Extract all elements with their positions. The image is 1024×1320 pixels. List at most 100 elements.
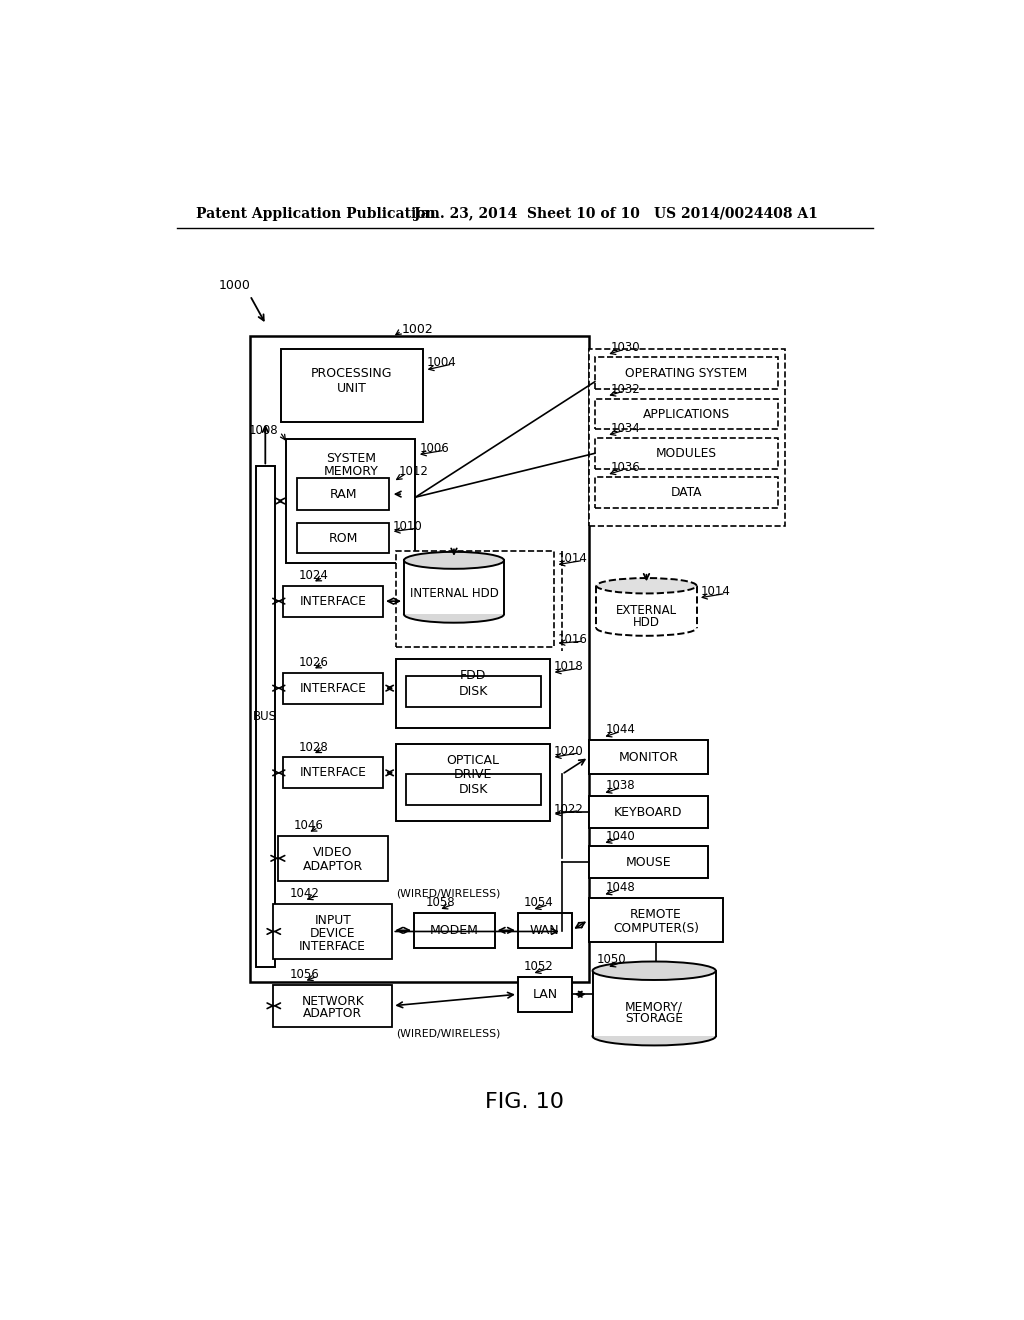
Text: DISK: DISK	[459, 685, 488, 698]
Bar	[396, 552, 554, 647]
Bar	[595, 438, 778, 469]
Bar	[283, 758, 383, 788]
Bar	[596, 586, 696, 628]
Text: DRIVE: DRIVE	[454, 768, 493, 781]
Text: 1004: 1004	[427, 356, 457, 370]
Bar	[518, 977, 571, 1011]
Ellipse shape	[593, 1027, 716, 1045]
Text: PROCESSING: PROCESSING	[311, 367, 392, 380]
Ellipse shape	[596, 620, 696, 636]
Bar	[593, 970, 716, 1036]
Bar	[279, 836, 388, 880]
Text: OPTICAL: OPTICAL	[446, 754, 500, 767]
Text: ADAPTOR: ADAPTOR	[303, 861, 364, 874]
Text: 1042: 1042	[290, 887, 319, 900]
Text: (WIRED/WIRELESS): (WIRED/WIRELESS)	[396, 1028, 501, 1038]
Ellipse shape	[593, 961, 716, 979]
Text: 1048: 1048	[605, 880, 636, 894]
Text: INTERFACE: INTERFACE	[300, 767, 367, 779]
Bar	[297, 523, 389, 553]
Text: MOUSE: MOUSE	[626, 855, 671, 869]
Bar	[297, 478, 389, 511]
Text: 1046: 1046	[294, 820, 324, 833]
Text: INTERFACE: INTERFACE	[300, 681, 367, 694]
Bar	[286, 440, 416, 562]
Text: 1052: 1052	[524, 961, 554, 973]
Ellipse shape	[403, 552, 504, 569]
Bar	[589, 739, 708, 775]
Text: 1016: 1016	[558, 634, 588, 647]
Text: 1050: 1050	[596, 953, 626, 966]
Text: 1032: 1032	[610, 383, 640, 396]
Text: STORAGE: STORAGE	[626, 1012, 683, 1026]
Text: 1034: 1034	[610, 422, 640, 436]
Text: 1014: 1014	[700, 585, 730, 598]
Bar	[595, 358, 778, 389]
Text: 1036: 1036	[610, 462, 640, 474]
Text: COMPUTER(S): COMPUTER(S)	[613, 921, 699, 935]
Text: 1038: 1038	[605, 779, 635, 792]
Text: FIG. 10: FIG. 10	[485, 1092, 564, 1111]
Text: 1022: 1022	[554, 803, 584, 816]
Text: 1006: 1006	[419, 442, 450, 455]
Bar	[518, 913, 571, 948]
Bar	[396, 659, 550, 729]
Bar	[396, 743, 550, 821]
Text: APPLICATIONS: APPLICATIONS	[643, 408, 730, 421]
Text: 1056: 1056	[290, 968, 319, 981]
Text: EXTERNAL: EXTERNAL	[615, 605, 677, 618]
Bar	[403, 560, 504, 614]
Text: INTERFACE: INTERFACE	[299, 940, 367, 953]
Text: DEVICE: DEVICE	[310, 927, 355, 940]
Text: Jan. 23, 2014  Sheet 10 of 10: Jan. 23, 2014 Sheet 10 of 10	[414, 207, 640, 220]
Text: 1014: 1014	[558, 552, 588, 565]
Text: BUS: BUS	[253, 710, 278, 723]
Text: INTERNAL HDD: INTERNAL HDD	[410, 587, 499, 601]
Text: HDD: HDD	[633, 616, 659, 628]
Text: 1044: 1044	[605, 723, 636, 737]
Bar	[281, 348, 423, 422]
Text: 1040: 1040	[605, 829, 636, 842]
Bar	[250, 335, 589, 982]
Bar	[414, 913, 495, 948]
Text: 1026: 1026	[298, 656, 329, 669]
Text: INPUT: INPUT	[314, 915, 351, 927]
Bar	[273, 985, 392, 1027]
Bar	[589, 898, 724, 942]
Text: MODEM: MODEM	[430, 924, 479, 937]
Text: MEMORY: MEMORY	[324, 465, 378, 478]
Text: WAN: WAN	[530, 924, 560, 937]
Ellipse shape	[403, 606, 504, 623]
Text: MEMORY/: MEMORY/	[626, 1001, 683, 1012]
Text: MODULES: MODULES	[656, 446, 717, 459]
Text: Patent Application Publication: Patent Application Publication	[196, 207, 435, 220]
Text: ROM: ROM	[329, 532, 357, 545]
Text: 1018: 1018	[554, 660, 584, 673]
Text: VIDEO: VIDEO	[313, 846, 353, 859]
Text: OPERATING SYSTEM: OPERATING SYSTEM	[626, 367, 748, 380]
Bar	[407, 676, 541, 706]
Ellipse shape	[596, 578, 696, 594]
Text: 1024: 1024	[298, 569, 329, 582]
Text: 1020: 1020	[554, 744, 584, 758]
Text: NETWORK: NETWORK	[301, 995, 365, 1008]
Text: INTERFACE: INTERFACE	[300, 594, 367, 607]
Text: 1002: 1002	[401, 323, 433, 335]
Text: UNIT: UNIT	[337, 381, 367, 395]
Text: (WIRED/WIRELESS): (WIRED/WIRELESS)	[396, 888, 501, 899]
Text: 1012: 1012	[398, 465, 428, 478]
Text: FDD: FDD	[460, 669, 486, 682]
Text: SYSTEM: SYSTEM	[326, 453, 376, 465]
Bar	[407, 775, 541, 805]
Text: ADAPTOR: ADAPTOR	[303, 1007, 362, 1020]
Text: 1028: 1028	[298, 741, 328, 754]
Text: LAN: LAN	[532, 987, 557, 1001]
Bar	[595, 478, 778, 508]
Text: US 2014/0024408 A1: US 2014/0024408 A1	[654, 207, 818, 220]
Text: RAM: RAM	[330, 487, 356, 500]
Bar	[589, 796, 708, 829]
Text: 1030: 1030	[610, 342, 640, 354]
Text: 1010: 1010	[393, 520, 423, 533]
Text: KEYBOARD: KEYBOARD	[614, 805, 683, 818]
Text: DATA: DATA	[671, 486, 702, 499]
